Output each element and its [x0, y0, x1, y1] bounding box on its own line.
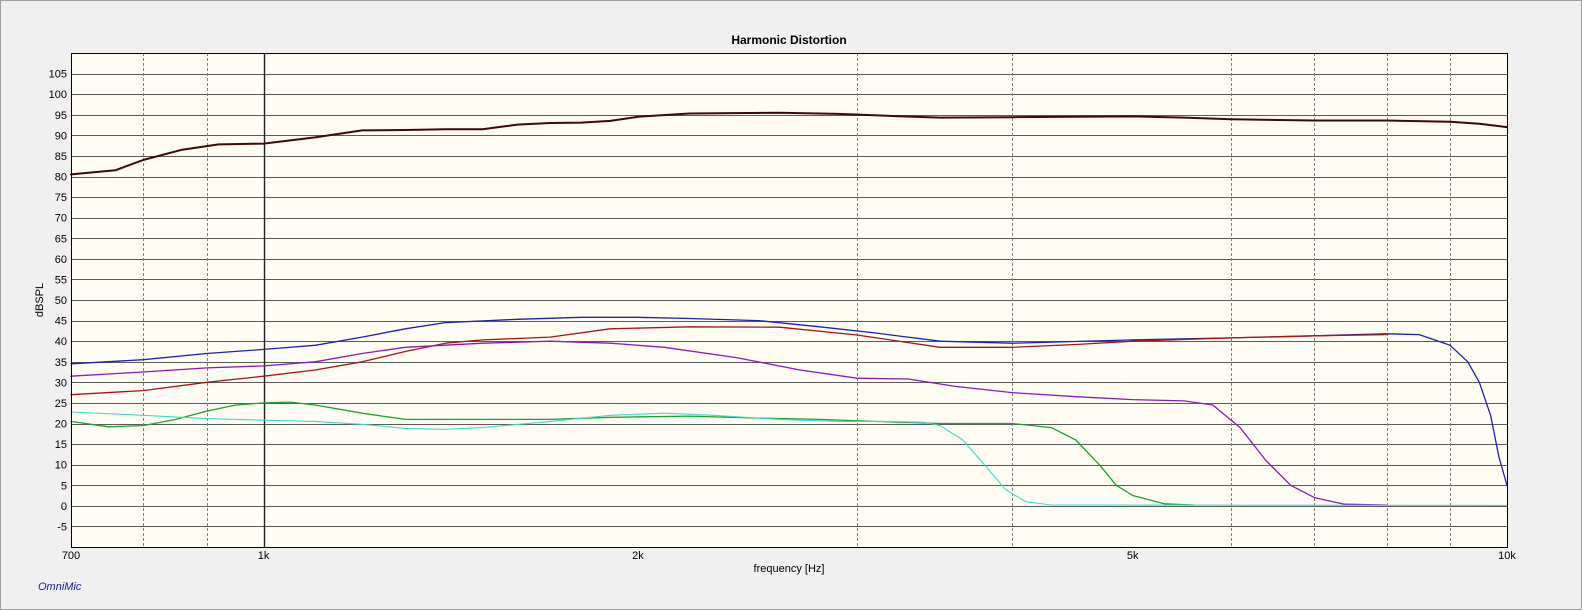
- y-tick-label: 50: [55, 295, 67, 307]
- x-tick-label: 10k: [1498, 550, 1516, 562]
- y-tick-label: 5: [61, 480, 67, 492]
- brand-label: OmniMic: [38, 581, 82, 593]
- y-tick-label: 35: [55, 357, 67, 369]
- plot-border: [71, 53, 1508, 548]
- x-axis-label: frequency [Hz]: [754, 563, 825, 575]
- y-tick-label: 40: [55, 336, 67, 348]
- y-tick-label: 95: [55, 110, 67, 122]
- y-tick-label: 70: [55, 213, 67, 225]
- x-tick-label: 1k: [258, 550, 270, 562]
- y-tick-label: 25: [55, 398, 67, 410]
- series-group: [70, 111, 1508, 506]
- y-tick-label: 0: [61, 501, 67, 513]
- y-tick-label: 105: [49, 69, 67, 81]
- series-line-5: [70, 401, 1195, 506]
- x-axis-ticks: 700 1k 2k 5k 10k: [62, 550, 1517, 562]
- y-tick-label: -5: [57, 521, 67, 533]
- series-line-2: [70, 316, 1508, 486]
- y-tick-label: 45: [55, 316, 67, 328]
- y-tick-label: 10: [55, 460, 67, 472]
- y-tick-label: 90: [55, 130, 67, 142]
- x-tick-label: 5k: [1127, 550, 1139, 562]
- x-tick-label: 2k: [632, 550, 644, 562]
- series-line-6: [70, 411, 1508, 506]
- y-tick-label: 85: [55, 151, 67, 163]
- y-tick-label: 100: [49, 89, 67, 101]
- x-tick-label: 700: [62, 550, 80, 562]
- chart-title: Harmonic Distortion: [731, 33, 846, 47]
- y-axis-ticks: -5 0 5 10 15 20 25 30 35 40 45 50 55 60 65 70 75 80 85 90 95…: [49, 69, 67, 534]
- series-line-1: [70, 111, 1508, 176]
- y-tick-label: 65: [55, 233, 67, 245]
- y-tick-label: 80: [55, 172, 67, 184]
- y-tick-label: 55: [55, 274, 67, 286]
- y-tick-label: 30: [55, 377, 67, 389]
- y-tick-label: 75: [55, 192, 67, 204]
- y-tick-label: 15: [55, 439, 67, 451]
- y-axis-label: dBSPL: [34, 283, 46, 317]
- y-tick-label: 20: [55, 419, 67, 431]
- series-line-4: [70, 340, 1388, 506]
- series-line-3: [70, 326, 1388, 396]
- y-tick-label: 60: [55, 254, 67, 266]
